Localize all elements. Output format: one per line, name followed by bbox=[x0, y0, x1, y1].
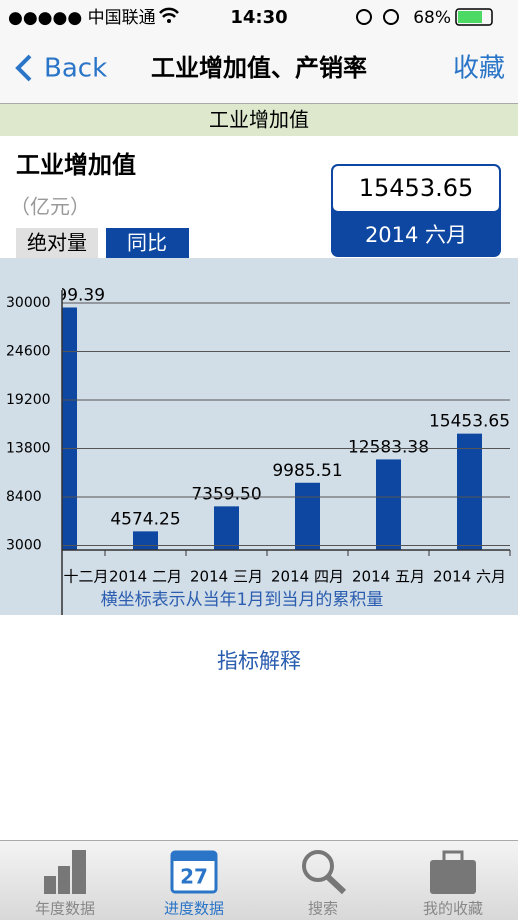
favorite-button[interactable]: 收藏 bbox=[453, 54, 505, 84]
bar bbox=[457, 433, 482, 550]
y-tick-label: 30000 bbox=[6, 295, 51, 311]
tab-label[interactable]: 我的收藏 bbox=[423, 900, 483, 918]
tab-absolute[interactable]: 绝对量 bbox=[27, 231, 87, 255]
battery-text: 68% bbox=[413, 8, 451, 28]
wifi-dot bbox=[167, 19, 171, 23]
value-box-top bbox=[333, 166, 499, 211]
tab-yoy[interactable]: 同比 bbox=[127, 231, 167, 255]
section-bg bbox=[0, 104, 518, 136]
bar bbox=[133, 531, 158, 550]
explain-link[interactable]: 指标解释 bbox=[217, 649, 301, 673]
carrier: ●●●●● 中国联通 bbox=[8, 8, 156, 28]
tab-bg[interactable] bbox=[106, 228, 189, 258]
nav-title: 工业增加值、产销率 bbox=[151, 54, 367, 82]
chart-note: 横坐标表示从当年1月到当月的累积量 bbox=[101, 590, 384, 610]
time: 14:30 bbox=[230, 7, 287, 28]
y-tick-label: 13800 bbox=[6, 441, 51, 457]
x-tick-label: 2014 五月 bbox=[352, 568, 425, 586]
back-chevron[interactable] bbox=[15, 54, 32, 82]
wifi-icon bbox=[159, 7, 179, 18]
y-tick-label: 3000 bbox=[6, 538, 42, 554]
value-label: 9985.51 bbox=[272, 461, 342, 481]
value-label: 4574.25 bbox=[110, 509, 180, 529]
bar bbox=[376, 459, 401, 550]
x-tick-label: 2014 三月 bbox=[190, 568, 263, 586]
header-bg bbox=[0, 0, 518, 104]
y-tick-label: 19200 bbox=[6, 392, 51, 408]
value-label: 12583.38 bbox=[348, 437, 429, 457]
plot: 29499.39 2013 十二月 4574.25 2014 二月 7359.50 201… bbox=[21, 285, 511, 586]
tab-label[interactable]: 搜索 bbox=[308, 900, 338, 918]
value-label: 29499.39 bbox=[24, 285, 105, 305]
current-period: 2014 六月 bbox=[365, 223, 467, 247]
back-button[interactable]: Back bbox=[44, 54, 107, 84]
value-label: 15453.65 bbox=[429, 412, 510, 432]
briefcase-icon[interactable] bbox=[430, 860, 476, 894]
x-tick-label: 2014 六月 bbox=[433, 568, 506, 586]
current-value: 15453.65 bbox=[359, 174, 474, 202]
x-tick-label: 2013 十二月 bbox=[21, 568, 109, 586]
indicator-name: 工业增加值 bbox=[16, 151, 136, 179]
x-tick-label: 2014 四月 bbox=[271, 568, 344, 586]
alarm-icon bbox=[383, 9, 399, 25]
bar bbox=[295, 482, 320, 550]
indicator-unit: （亿元） bbox=[10, 195, 90, 219]
annual-icon[interactable] bbox=[44, 850, 86, 894]
section-header: 工业增加值 bbox=[209, 108, 309, 132]
battery-level bbox=[458, 11, 482, 23]
axes: 30000 24600 19200 13800 8400 3000 bbox=[6, 290, 510, 615]
lock-icon bbox=[356, 9, 372, 25]
value-label: 7359.50 bbox=[191, 484, 261, 504]
briefcase-handle[interactable] bbox=[442, 850, 464, 864]
search-icon[interactable] bbox=[302, 850, 334, 882]
x-tick-label: 2014 二月 bbox=[109, 568, 182, 586]
search-handle[interactable] bbox=[325, 874, 347, 895]
tab-label[interactable]: 年度数据 bbox=[35, 900, 95, 918]
y-tick-label: 24600 bbox=[6, 344, 51, 360]
tab-label[interactable]: 进度数据 bbox=[164, 900, 224, 918]
bar bbox=[214, 506, 239, 550]
calendar-top[interactable] bbox=[172, 852, 216, 861]
chart-bg bbox=[0, 258, 518, 615]
y-tick-label: 8400 bbox=[6, 489, 42, 505]
battery-frame bbox=[455, 8, 493, 26]
tab-bg[interactable] bbox=[16, 228, 98, 258]
bar bbox=[62, 307, 77, 550]
calendar-day[interactable]: 27 bbox=[180, 865, 208, 889]
